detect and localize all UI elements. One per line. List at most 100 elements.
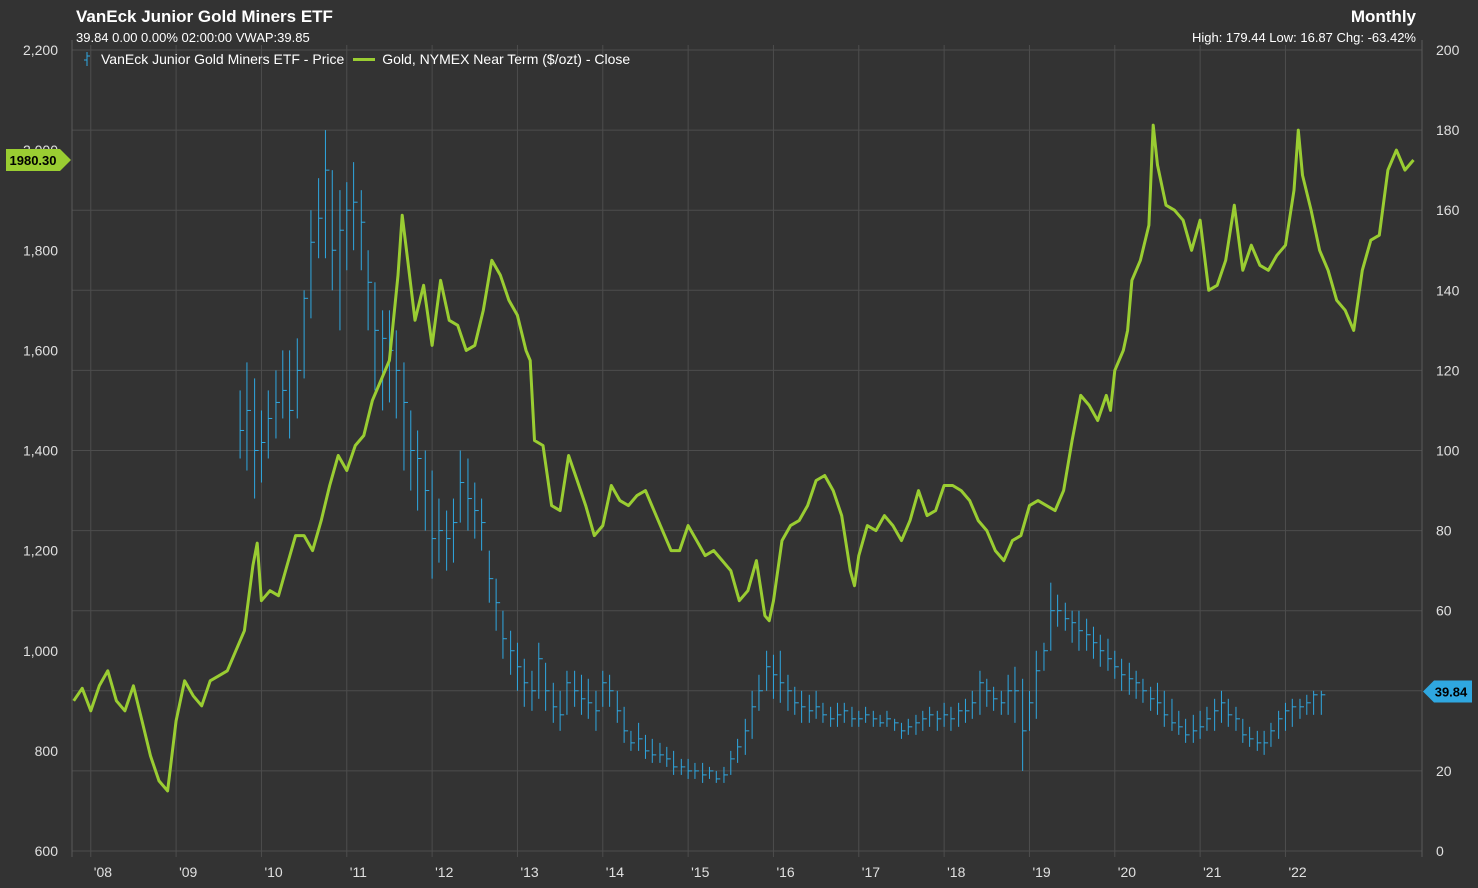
etf-price-bar <box>950 706 955 731</box>
etf-price-bar <box>353 162 358 251</box>
etf-price-bar <box>346 182 351 271</box>
legend-item-gold[interactable]: Gold, NYMEX Near Term ($/ozt) - Close <box>353 50 630 68</box>
etf-price-bar <box>836 702 842 727</box>
etf-price-bar <box>801 690 806 723</box>
etf-price-bar <box>275 370 280 439</box>
etf-price-bar <box>595 690 600 731</box>
etf-price-bar <box>474 482 479 539</box>
chart-legend: VanEck Junior Gold Miners ETF - Price Go… <box>82 50 639 68</box>
etf-price-bar <box>516 642 522 691</box>
x-tick-label: '13 <box>520 864 538 880</box>
etf-price-bar <box>545 662 550 711</box>
etf-price-bar <box>410 410 415 491</box>
x-tick-label: '14 <box>606 864 624 880</box>
etf-price-bar <box>382 310 387 411</box>
etf-price-bar <box>1299 698 1304 719</box>
etf-price-bar <box>417 430 422 511</box>
etf-price-bar <box>630 730 635 751</box>
etf-price-bar <box>246 362 251 471</box>
etf-price-bar <box>531 670 536 711</box>
etf-price-bar <box>260 410 266 483</box>
etf-price-bar <box>303 290 309 379</box>
etf-price-bar <box>1043 642 1048 671</box>
left-tick-label: 1,200 <box>23 543 58 559</box>
etf-price-bar <box>1142 678 1147 703</box>
etf-price-bar <box>843 702 849 723</box>
etf-last-value-text: 39.84 <box>1435 684 1468 699</box>
x-axis: '08 '09 '10 '11 '12 '13 '14 '15 '16 '17 '18 '19 '20 '… <box>94 864 1307 880</box>
x-tick-label: '18 <box>947 864 965 880</box>
etf-price-bar <box>1064 602 1070 631</box>
etf-price-bar <box>958 702 963 727</box>
etf-price-bar <box>459 450 465 523</box>
right-tick-label: 160 <box>1436 202 1460 218</box>
etf-price-bar <box>1121 658 1126 691</box>
x-tick-label: '19 <box>1032 864 1050 880</box>
etf-price-bar <box>395 330 401 419</box>
etf-price-bar <box>339 190 344 331</box>
etf-price-bar <box>900 722 906 739</box>
right-tick-label: 0 <box>1436 843 1444 859</box>
etf-price-bar <box>481 498 486 551</box>
etf-price-bar <box>1028 690 1034 731</box>
etf-price-bar <box>1150 686 1155 711</box>
etf-price-bar <box>616 690 622 723</box>
etf-price-bar <box>267 390 273 459</box>
etf-price-bar <box>282 350 287 419</box>
right-tick-label: 120 <box>1436 362 1460 378</box>
etf-price-bar <box>787 674 792 711</box>
etf-price-bar <box>559 690 565 731</box>
left-tick-label: 1,000 <box>23 643 58 659</box>
x-tick-label: '10 <box>264 864 282 880</box>
etf-price-bar <box>1192 714 1198 743</box>
x-tick-label: '08 <box>94 864 112 880</box>
etf-price-bar <box>1156 682 1162 715</box>
etf-series <box>239 130 1326 783</box>
etf-price-bar <box>623 706 629 743</box>
etf-price-bar <box>1035 650 1041 719</box>
right-tick-label: 140 <box>1436 282 1460 298</box>
etf-price-bar <box>580 674 586 715</box>
etf-legend-swatch-icon <box>82 52 92 66</box>
etf-price-bar <box>1135 670 1141 699</box>
etf-price-bar <box>708 766 714 779</box>
etf-price-bar <box>929 706 934 727</box>
etf-price-bar <box>772 654 778 699</box>
etf-price-bar <box>651 738 657 763</box>
etf-price-bar <box>1178 710 1183 735</box>
etf-price-bar <box>915 714 920 735</box>
etf-price-bar <box>1099 634 1105 667</box>
etf-price-bar <box>702 762 707 783</box>
etf-price-bar <box>1206 706 1211 731</box>
etf-price-bar <box>374 282 379 391</box>
etf-price-bar <box>289 350 294 439</box>
etf-price-bar <box>644 734 650 759</box>
x-tick-label: '15 <box>691 864 709 880</box>
left-tick-label: 1,600 <box>23 342 58 358</box>
etf-price-bar <box>446 510 451 571</box>
etf-price-bar <box>808 694 814 723</box>
etf-price-bar <box>730 750 735 775</box>
etf-price-bar <box>943 702 949 727</box>
etf-price-bar <box>523 658 529 707</box>
etf-price-bar <box>779 650 785 703</box>
etf-price-bar <box>1050 582 1055 651</box>
etf-price-bar <box>360 190 366 271</box>
right-tick-label: 20 <box>1436 763 1452 779</box>
gold-last-value-tag: 1980.30 <box>6 148 71 171</box>
etf-price-bar <box>239 390 245 459</box>
left-tick-label: 2,200 <box>23 42 58 58</box>
etf-price-bar <box>438 498 443 563</box>
gold-legend-swatch-icon <box>353 57 376 61</box>
quote-line: 39.84 0.00 0.00% 02:00:00 VWAP:39.85 <box>76 30 310 45</box>
right-tick-label: 200 <box>1436 42 1460 58</box>
x-tick-label: '11 <box>350 864 367 880</box>
etf-price-bar <box>1022 678 1027 771</box>
etf-price-bar <box>1185 718 1190 743</box>
etf-price-bar <box>794 686 799 715</box>
legend-item-etf[interactable]: VanEck Junior Gold Miners ETF - Price <box>82 50 344 68</box>
frequency-selector[interactable]: Monthly <box>1350 7 1416 26</box>
etf-price-bar <box>1291 698 1297 727</box>
etf-price-bar <box>1306 694 1311 715</box>
